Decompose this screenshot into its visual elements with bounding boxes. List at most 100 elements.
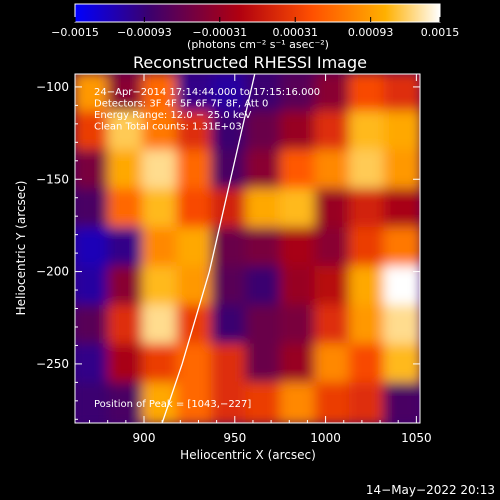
heatmap-cell	[383, 382, 420, 423]
heatmap-cell	[314, 343, 353, 387]
heatmap-cell	[349, 227, 388, 270]
heatmap-cell	[211, 227, 250, 270]
heatmap-cell	[142, 74, 181, 115]
heatmap-cell	[280, 149, 319, 193]
heatmap-cell	[245, 188, 284, 232]
plot-frame	[74, 73, 421, 424]
heatmap-cell	[280, 227, 319, 270]
heatmap-cell	[107, 227, 146, 270]
heatmap-cell	[383, 227, 420, 270]
heatmap-cell	[75, 110, 112, 154]
y-tick-label: −100	[36, 80, 69, 94]
x-tick-label: 950	[223, 431, 246, 445]
heatmap-cell	[349, 149, 388, 193]
heatmap-cell	[176, 74, 215, 115]
heatmap-cell	[280, 110, 319, 154]
heatmap-cell	[245, 343, 284, 387]
heatmap-cell	[142, 227, 181, 270]
heatmap-cell	[176, 149, 215, 193]
y-tick-label: −200	[36, 265, 69, 279]
heatmap-cell	[280, 265, 319, 309]
heatmap-cell	[211, 382, 250, 423]
heatmap-cell	[211, 265, 250, 309]
heatmap-cell	[245, 382, 284, 423]
heatmap-cell	[280, 343, 319, 387]
heatmap-cell	[314, 188, 353, 232]
heatmap-cell	[176, 382, 215, 423]
heatmap-cell	[107, 188, 146, 232]
heatmap-cell	[349, 110, 388, 154]
colorbar-tick-label: 0.0015	[421, 26, 460, 39]
heatmap-cell	[107, 343, 146, 387]
solar-limb-line	[161, 74, 256, 423]
heatmap-cell	[349, 382, 388, 423]
heatmap-cell	[142, 265, 181, 309]
heatmap-cell	[314, 265, 353, 309]
heatmap-cell	[245, 110, 284, 154]
heatmap-cell	[245, 265, 284, 309]
heatmap-cell	[176, 188, 215, 232]
x-tick-label: 1050	[401, 431, 432, 445]
heatmap-cell	[75, 265, 112, 309]
heatmap-cell	[314, 304, 353, 348]
heatmap-cell	[280, 74, 319, 115]
heatmap-cell	[349, 304, 388, 348]
heatmap-cell	[245, 304, 284, 348]
colorbar-unit-label: (photons cm⁻² s⁻¹ asec⁻²)	[187, 38, 329, 51]
x-axis-label: Heliocentric X (arcsec)	[180, 448, 316, 462]
heatmap-cell	[383, 265, 420, 309]
annotation-block: 24−Apr−2014 17:14:44.000 to 17:15:16.000…	[94, 87, 320, 133]
heatmap-cell	[280, 188, 319, 232]
heatmap-cell	[75, 304, 112, 348]
heatmap-cell	[383, 304, 420, 348]
annotation-line: 24−Apr−2014 17:14:44.000 to 17:15:16.000	[94, 87, 320, 98]
heatmap-image	[75, 74, 420, 423]
heatmap-cell	[211, 188, 250, 232]
heatmap-cell	[142, 110, 181, 154]
peak-position-label: Position of Peak = [1043,−227]	[94, 399, 251, 410]
heatmap-cell	[280, 304, 319, 348]
heatmap-cell	[107, 382, 146, 423]
heatmap-cell	[314, 149, 353, 193]
heatmap-cell	[245, 74, 284, 115]
x-tick-label: 1000	[310, 431, 341, 445]
heatmap-cell	[383, 343, 420, 387]
heatmap-cell	[383, 74, 420, 115]
heatmap-cell	[107, 265, 146, 309]
heatmap-cell	[75, 227, 112, 270]
x-tick-label: 900	[133, 431, 156, 445]
colorbar-tick-label: 0.00031	[272, 26, 318, 39]
heatmap-cell	[176, 304, 215, 348]
heatmap-cell	[107, 110, 146, 154]
heatmap-cell	[107, 74, 146, 115]
heatmap-cell	[75, 188, 112, 232]
heatmap-cell	[349, 343, 388, 387]
y-tick-label: −250	[36, 357, 69, 371]
heatmap-cell	[176, 110, 215, 154]
heatmap-cell	[107, 304, 146, 348]
heatmap-cell	[211, 110, 250, 154]
y-axis-label: Heliocentric Y (arcsec)	[14, 181, 28, 316]
colorbar-tick-label: −0.00093	[117, 26, 172, 39]
heatmap-cell	[314, 227, 353, 270]
heatmap-cell	[383, 110, 420, 154]
footer-timestamp: 14−May−2022 20:13	[366, 483, 495, 497]
heatmap-cell	[314, 382, 353, 423]
heatmap-cell	[349, 265, 388, 309]
heatmap-cell	[142, 343, 181, 387]
annotation-line: Detectors: 3F 4F 5F 6F 7F 8F, Att 0	[94, 99, 268, 110]
colorbar	[74, 3, 441, 23]
heatmap-cell	[314, 74, 353, 115]
colorbar-tick-label: 0.00093	[348, 26, 394, 39]
heatmap-cell	[245, 227, 284, 270]
y-axis-ticks: −250 −200 −150 −100	[36, 80, 420, 420]
heatmap-cell	[75, 382, 112, 423]
heatmap-cell	[176, 227, 215, 270]
heatmap-cell	[211, 74, 250, 115]
heatmap-cell	[176, 343, 215, 387]
colorbar-tick-label: −0.00031	[192, 26, 247, 39]
colorbar-ticks: −0.0015 −0.00093 −0.00031 0.00031 0.00093 0.0…	[51, 17, 459, 39]
y-tick-label: −150	[36, 172, 69, 186]
heatmap-cell	[75, 343, 112, 387]
